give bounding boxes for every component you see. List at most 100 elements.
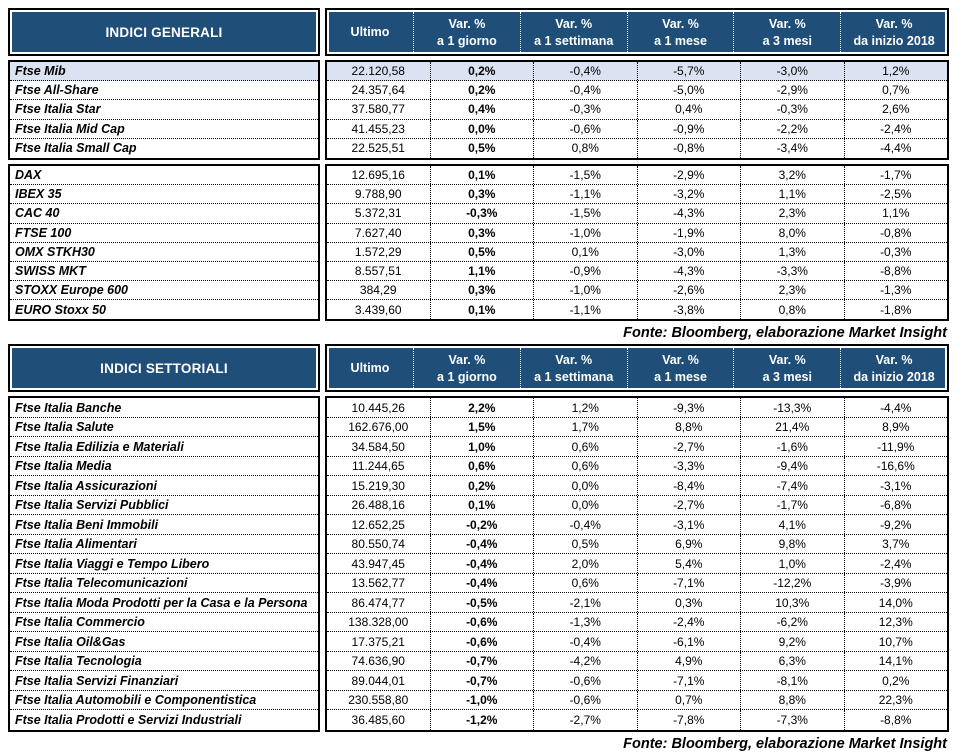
column-header-var-1-giorno: Var. % a 1 giorno bbox=[414, 12, 521, 52]
table-row: 34.584,50 1,0% 0,6% -2,7% -1,6% -11,9% bbox=[327, 437, 947, 457]
row-label: Ftse Italia Banche bbox=[10, 398, 318, 418]
table-row: 74.636,90 -0,7% -4,2% 4,9% 6,3% 14,1% bbox=[327, 651, 947, 672]
cell-var-da-inizio-2018: 12,3% bbox=[878, 615, 913, 630]
cell-var-1-giorno: -0,2% bbox=[431, 515, 534, 534]
row-label: Ftse Italia Star bbox=[10, 100, 318, 120]
cell-var-da-inizio-2018: 3,7% bbox=[882, 537, 910, 552]
row-label: Ftse Italia Servizi Finanziari bbox=[10, 671, 318, 691]
cell-var-1-giorno: 0,5% bbox=[431, 138, 534, 158]
cell-var-1-mese: -5,7% bbox=[638, 62, 741, 81]
table-row: 22.120,58 0,2% -0,4% -5,7% -3,0% 1,2% bbox=[327, 62, 947, 82]
cell-var-1-settimana: -0,4% bbox=[534, 515, 638, 534]
cell-var-1-settimana: -1,1% bbox=[534, 300, 638, 320]
cell-var-1-settimana: -0,4% bbox=[534, 632, 638, 651]
cell-var-1-mese: -4,3% bbox=[638, 204, 741, 223]
cell-var-1-settimana: 1,7% bbox=[534, 417, 638, 437]
cell-var-1-settimana: -2,7% bbox=[534, 710, 638, 730]
cell-var-1-mese: -2,6% bbox=[638, 281, 741, 300]
cell-var-3-mesi: -3,3% bbox=[741, 261, 845, 281]
table-row: 37.580,77 0,4% -0,3% 0,4% -0,3% 2,6% bbox=[327, 100, 947, 120]
table-header-row: INDICI GENERALI Ultimo Var. % a 1 giorno Var… bbox=[8, 8, 949, 56]
cell-ultimo: 80.550,74 bbox=[327, 534, 431, 554]
cell-ultimo: 43.947,45 bbox=[327, 554, 431, 573]
cell-ultimo: 8.557,51 bbox=[327, 261, 431, 281]
source-note-generali: Fonte: Bloomberg, elaborazione Market In… bbox=[623, 325, 947, 342]
cell-ultimo: 24.357,64 bbox=[327, 81, 431, 100]
cell-var-3-mesi: 3,2% bbox=[741, 165, 845, 185]
cell-var-1-giorno: -0,6% bbox=[431, 632, 534, 651]
cell-var-1-settimana: -1,3% bbox=[534, 612, 638, 632]
cell-var-1-mese: 0,3% bbox=[638, 593, 741, 612]
cell-var-1-mese: -7,1% bbox=[638, 671, 741, 690]
cell-var-1-settimana: -0,9% bbox=[534, 261, 638, 281]
column-header-line1: Ultimo bbox=[350, 361, 390, 376]
column-header-line2: a 1 settimana bbox=[534, 369, 614, 384]
row-label: Ftse Italia Assicurazioni bbox=[10, 476, 318, 496]
cell-var-1-settimana: 0,0% bbox=[534, 476, 638, 495]
row-label: Ftse Mib bbox=[10, 62, 318, 82]
column-header-var-3-mesi: Var. % a 3 mesi bbox=[734, 12, 842, 52]
cell-var-da-inizio-2018: -8,8% bbox=[880, 263, 912, 278]
table-indici-generali: INDICI GENERALI Ultimo Var. % a 1 giorno Var… bbox=[8, 8, 949, 322]
cell-var-1-giorno: 0,0% bbox=[431, 119, 534, 138]
column-header-line1: Var. % bbox=[768, 352, 806, 367]
table-title: INDICI GENERALI bbox=[8, 8, 320, 56]
column-header-var-1-settimana: Var. % a 1 settimana bbox=[521, 348, 628, 389]
cell-var-1-mese: -4,3% bbox=[638, 261, 741, 281]
table-row: 89.044,01 -0,7% -0,6% -7,1% -8,1% 0,2% bbox=[327, 671, 947, 691]
cell-ultimo: 162.676,00 bbox=[327, 417, 431, 437]
row-label: Ftse Italia Edilizia e Materiali bbox=[10, 437, 318, 457]
cell-var-3-mesi: 0,8% bbox=[741, 300, 845, 320]
cell-var-3-mesi: -7,4% bbox=[741, 476, 845, 495]
table-row: 3.439,60 0,1% -1,1% -3,8% 0,8% -1,8% bbox=[327, 300, 947, 320]
table-row: 1.572,29 0,5% 0,1% -3,0% 1,3% -0,3% bbox=[327, 242, 947, 262]
table-row: 22.525,51 0,5% 0,8% -0,8% -3,4% -4,4% bbox=[327, 138, 947, 158]
column-header-var-1-mese: Var. % a 1 mese bbox=[628, 12, 735, 52]
cell-var-1-settimana: 0,5% bbox=[534, 534, 638, 554]
cell-var-1-giorno: 0,4% bbox=[431, 100, 534, 119]
cell-var-3-mesi: 8,8% bbox=[741, 690, 845, 710]
cell-var-da-inizio-2018: -1,3% bbox=[880, 283, 912, 298]
row-label: Ftse Italia Small Cap bbox=[15, 141, 137, 156]
cell-var-1-settimana: -0,6% bbox=[534, 671, 638, 690]
cell-var-da-inizio-2018: -1,7% bbox=[880, 168, 912, 183]
table-row: 138.328,00 -0,6% -1,3% -2,4% -6,2% 12,3% bbox=[327, 612, 947, 633]
column-header-line2: a 3 mesi bbox=[762, 369, 812, 384]
column-header-line2: a 1 mese bbox=[654, 369, 707, 384]
cell-ultimo: 34.584,50 bbox=[327, 437, 431, 456]
cell-var-3-mesi: -8,1% bbox=[741, 671, 845, 690]
cell-var-3-mesi: 10,3% bbox=[741, 593, 845, 612]
cell-var-1-mese: 8,8% bbox=[638, 417, 741, 437]
column-header-line1: Var. % bbox=[662, 16, 699, 31]
cell-ultimo: 11.244,65 bbox=[327, 456, 431, 476]
cell-var-da-inizio-2018: -0,8% bbox=[880, 225, 912, 240]
cell-var-1-giorno: -0,4% bbox=[431, 554, 534, 573]
cell-var-da-inizio-2018: 14,0% bbox=[878, 595, 913, 610]
cell-ultimo: 41.455,23 bbox=[327, 119, 431, 138]
table-row: 8.557,51 1,1% -0,9% -4,3% -3,3% -8,8% bbox=[327, 261, 947, 282]
cell-var-da-inizio-2018: -2,4% bbox=[880, 556, 912, 571]
column-header-line1: Var. % bbox=[875, 16, 913, 31]
cell-var-1-giorno: 0,1% bbox=[431, 300, 534, 320]
cell-var-1-mese: -1,9% bbox=[638, 223, 741, 242]
cell-var-1-settimana: 0,0% bbox=[534, 495, 638, 515]
row-label: DAX bbox=[10, 166, 318, 186]
cell-ultimo: 22.525,51 bbox=[327, 138, 431, 158]
source-note-settoriali: Fonte: Bloomberg, elaborazione Market In… bbox=[623, 735, 947, 752]
cell-var-3-mesi: -6,2% bbox=[741, 612, 845, 632]
cell-ultimo: 86.474,77 bbox=[327, 593, 431, 612]
cell-var-3-mesi: 8,0% bbox=[741, 223, 845, 242]
cell-var-1-mese: -2,7% bbox=[638, 495, 741, 515]
cell-var-1-settimana: 0,6% bbox=[534, 456, 638, 476]
table-row: 17.375,21 -0,6% -0,4% -6,1% 9,2% 10,7% bbox=[327, 632, 947, 652]
cell-var-1-mese: -8,4% bbox=[638, 476, 741, 495]
row-label: OMX STKH30 bbox=[10, 243, 318, 262]
cell-var-1-mese: -2,7% bbox=[638, 437, 741, 456]
row-label: FTSE 100 bbox=[10, 224, 318, 243]
table-row: 26.488,16 0,1% 0,0% -2,7% -1,7% -6,8% bbox=[327, 495, 947, 516]
row-value-columns: 12.695,16 0,1% -1,5% -2,9% 3,2% -1,7% 9.788,90… bbox=[325, 163, 949, 322]
table-row: 9.788,90 0,3% -1,1% -3,2% 1,1% -2,5% bbox=[327, 185, 947, 205]
row-label: Ftse Italia Oil&Gas bbox=[10, 632, 318, 652]
column-header-ultimo: Ultimo bbox=[327, 348, 414, 389]
cell-var-1-settimana: -0,6% bbox=[534, 690, 638, 710]
